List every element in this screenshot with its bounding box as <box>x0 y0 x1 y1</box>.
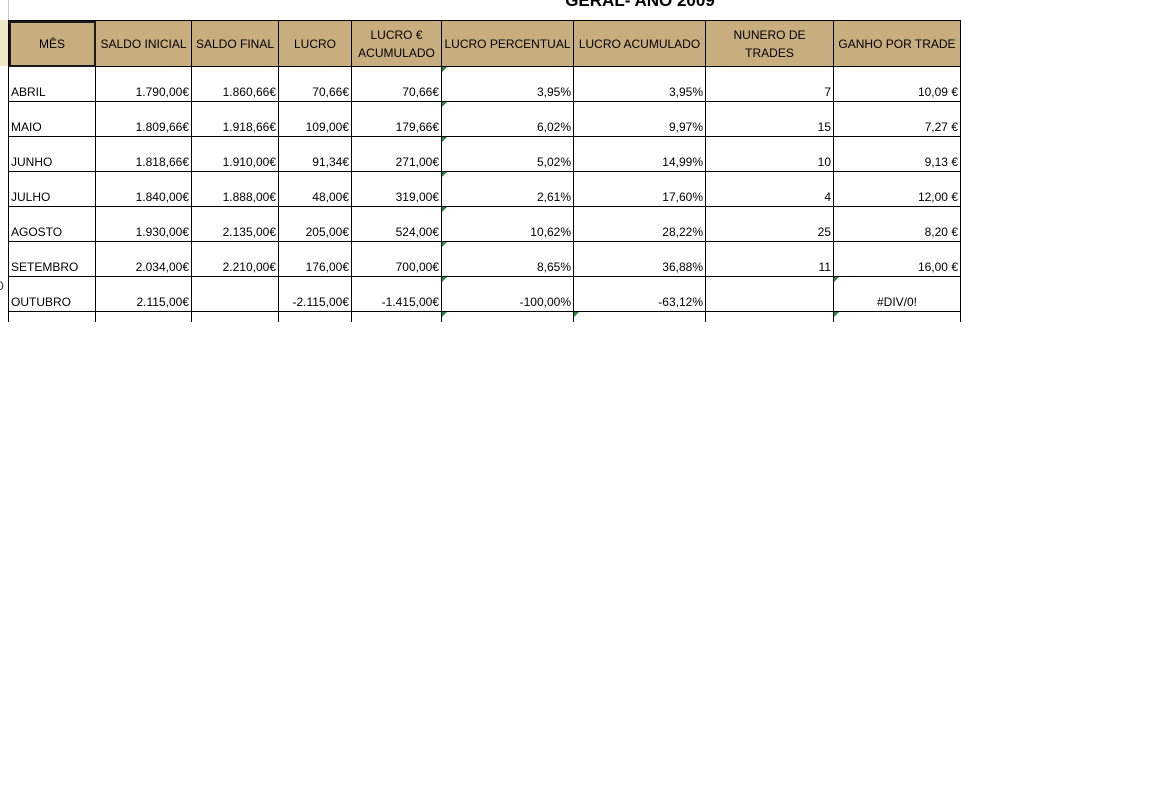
cell-empty[interactable] <box>351 311 442 322</box>
cell-saldo-inicial[interactable]: 2.115,00€ <box>95 276 192 312</box>
cell-lucro-eur-acumulado[interactable]: 524,00€ <box>351 206 442 242</box>
grid-right-edge <box>960 20 971 310</box>
row-number: 0 <box>0 279 4 293</box>
cell-saldo-final[interactable]: 2.210,00€ <box>191 241 279 277</box>
header-ganho-por-trade[interactable]: GANHO POR TRADE <box>833 20 961 67</box>
cell-empty[interactable] <box>833 311 961 322</box>
cell-saldo-inicial[interactable]: 1.930,00€ <box>95 206 192 242</box>
cell-ganho-por-trade[interactable]: 12,00 € <box>833 171 961 207</box>
cell-lucro-percentual[interactable]: 5,02% <box>441 136 574 172</box>
cell-ganho-por-trade-error[interactable]: #DIV/0! <box>833 276 961 312</box>
cell-ganho-por-trade[interactable]: 16,00 € <box>833 241 961 277</box>
cell-lucro-acumulado[interactable]: 36,88% <box>573 241 706 277</box>
cell-empty[interactable] <box>278 311 352 322</box>
cell-trades[interactable]: 15 <box>705 101 834 137</box>
cell-saldo-final[interactable] <box>191 276 279 312</box>
cell-lucro[interactable]: 48,00€ <box>278 171 352 207</box>
cell-lucro-acumulado[interactable]: 14,99% <box>573 136 706 172</box>
cell-ganho-por-trade[interactable]: 7,27 € <box>833 101 961 137</box>
cell-empty[interactable] <box>8 311 96 322</box>
cell-lucro-percentual[interactable]: 2,61% <box>441 171 574 207</box>
header-saldo-final[interactable]: SALDO FINAL <box>191 20 279 67</box>
cell-saldo-inicial[interactable]: 1.790,00€ <box>95 66 192 102</box>
cell-mes[interactable]: JUNHO <box>8 136 96 172</box>
table-row: AGOSTO 1.930,00€ 2.135,00€ 205,00€ 524,0… <box>8 206 961 242</box>
cell-lucro-acumulado[interactable]: 3,95% <box>573 66 706 102</box>
data-table: MÊS SALDO INICIAL SALDO FINAL LUCRO LUCR… <box>8 20 961 322</box>
table-row: OUTUBRO 2.115,00€ -2.115,00€ -1.415,00€ … <box>8 276 961 312</box>
cell-saldo-inicial[interactable]: 2.034,00€ <box>95 241 192 277</box>
cell-saldo-final[interactable]: 1.888,00€ <box>191 171 279 207</box>
cell-saldo-final[interactable]: 1.860,66€ <box>191 66 279 102</box>
cell-lucro-percentual[interactable]: 10,62% <box>441 206 574 242</box>
cell-ganho-por-trade[interactable]: 8,20 € <box>833 206 961 242</box>
cell-mes[interactable]: JULHO <box>8 171 96 207</box>
cell-empty[interactable] <box>705 311 834 322</box>
sheet-title: GERAL- ANO 2009 <box>565 0 715 10</box>
cell-mes[interactable]: AGOSTO <box>8 206 96 242</box>
cell-lucro-eur-acumulado[interactable]: 271,00€ <box>351 136 442 172</box>
table-row: MAIO 1.809,66€ 1.918,66€ 109,00€ 179,66€… <box>8 101 961 137</box>
cell-mes[interactable]: MAIO <box>8 101 96 137</box>
cell-saldo-inicial[interactable]: 1.818,66€ <box>95 136 192 172</box>
cell-trades[interactable]: 11 <box>705 241 834 277</box>
cell-saldo-final[interactable]: 1.918,66€ <box>191 101 279 137</box>
cell-lucro-eur-acumulado[interactable]: 319,00€ <box>351 171 442 207</box>
header-lucro-percentual[interactable]: LUCRO PERCENTUAL <box>441 20 574 67</box>
table-row-partial <box>8 311 961 322</box>
cell-lucro-acumulado[interactable]: 9,97% <box>573 101 706 137</box>
cell-lucro-acumulado[interactable]: 28,22% <box>573 206 706 242</box>
table-row: JULHO 1.840,00€ 1.888,00€ 48,00€ 319,00€… <box>8 171 961 207</box>
cell-lucro-eur-acumulado[interactable]: 179,66€ <box>351 101 442 137</box>
cell-empty[interactable] <box>191 311 279 322</box>
cell-empty[interactable] <box>441 311 574 322</box>
cell-trades[interactable]: 7 <box>705 66 834 102</box>
header-mes[interactable]: MÊS <box>8 20 96 67</box>
cell-lucro[interactable]: 91,34€ <box>278 136 352 172</box>
cell-lucro-percentual[interactable]: -100,00% <box>441 276 574 312</box>
table-row: ABRIL 1.790,00€ 1.860,66€ 70,66€ 70,66€ … <box>8 66 961 102</box>
cell-lucro[interactable]: 176,00€ <box>278 241 352 277</box>
cell-trades[interactable]: 25 <box>705 206 834 242</box>
cell-saldo-final[interactable]: 2.135,00€ <box>191 206 279 242</box>
cell-lucro[interactable]: -2.115,00€ <box>278 276 352 312</box>
cell-lucro-eur-acumulado[interactable]: -1.415,00€ <box>351 276 442 312</box>
header-lucro-eur-acumulado[interactable]: LUCRO € ACUMULADO <box>351 20 442 67</box>
cell-lucro-percentual[interactable]: 8,65% <box>441 241 574 277</box>
cell-lucro-acumulado[interactable]: -63,12% <box>573 276 706 312</box>
row-header-highlight <box>0 20 8 66</box>
cell-lucro-acumulado[interactable]: 17,60% <box>573 171 706 207</box>
header-lucro-acumulado[interactable]: LUCRO ACUMULADO <box>573 20 706 67</box>
cell-empty[interactable] <box>573 311 706 322</box>
cell-mes[interactable]: SETEMBRO <box>8 241 96 277</box>
table-row: SETEMBRO 2.034,00€ 2.210,00€ 176,00€ 700… <box>8 241 961 277</box>
cell-trades[interactable]: 10 <box>705 136 834 172</box>
header-row: MÊS SALDO INICIAL SALDO FINAL LUCRO LUCR… <box>8 20 961 67</box>
cell-mes[interactable]: ABRIL <box>8 66 96 102</box>
cell-trades[interactable] <box>705 276 834 312</box>
cell-lucro-percentual[interactable]: 6,02% <box>441 101 574 137</box>
cell-lucro-percentual[interactable]: 3,95% <box>441 66 574 102</box>
cell-empty[interactable] <box>95 311 192 322</box>
cell-lucro[interactable]: 70,66€ <box>278 66 352 102</box>
cell-lucro-eur-acumulado[interactable]: 700,00€ <box>351 241 442 277</box>
cell-mes[interactable]: OUTUBRO <box>8 276 96 312</box>
cell-lucro[interactable]: 205,00€ <box>278 206 352 242</box>
cell-saldo-inicial[interactable]: 1.809,66€ <box>95 101 192 137</box>
cell-trades[interactable]: 4 <box>705 171 834 207</box>
cell-saldo-final[interactable]: 1.910,00€ <box>191 136 279 172</box>
cell-lucro-eur-acumulado[interactable]: 70,66€ <box>351 66 442 102</box>
header-numero-trades[interactable]: NUNERO DE TRADES <box>705 20 834 67</box>
cell-saldo-inicial[interactable]: 1.840,00€ <box>95 171 192 207</box>
table-row: JUNHO 1.818,66€ 1.910,00€ 91,34€ 271,00€… <box>8 136 961 172</box>
cell-ganho-por-trade[interactable]: 10,09 € <box>833 66 961 102</box>
header-saldo-inicial[interactable]: SALDO INICIAL <box>95 20 192 67</box>
cell-lucro[interactable]: 109,00€ <box>278 101 352 137</box>
header-lucro[interactable]: LUCRO <box>278 20 352 67</box>
cell-ganho-por-trade[interactable]: 9,13 € <box>833 136 961 172</box>
